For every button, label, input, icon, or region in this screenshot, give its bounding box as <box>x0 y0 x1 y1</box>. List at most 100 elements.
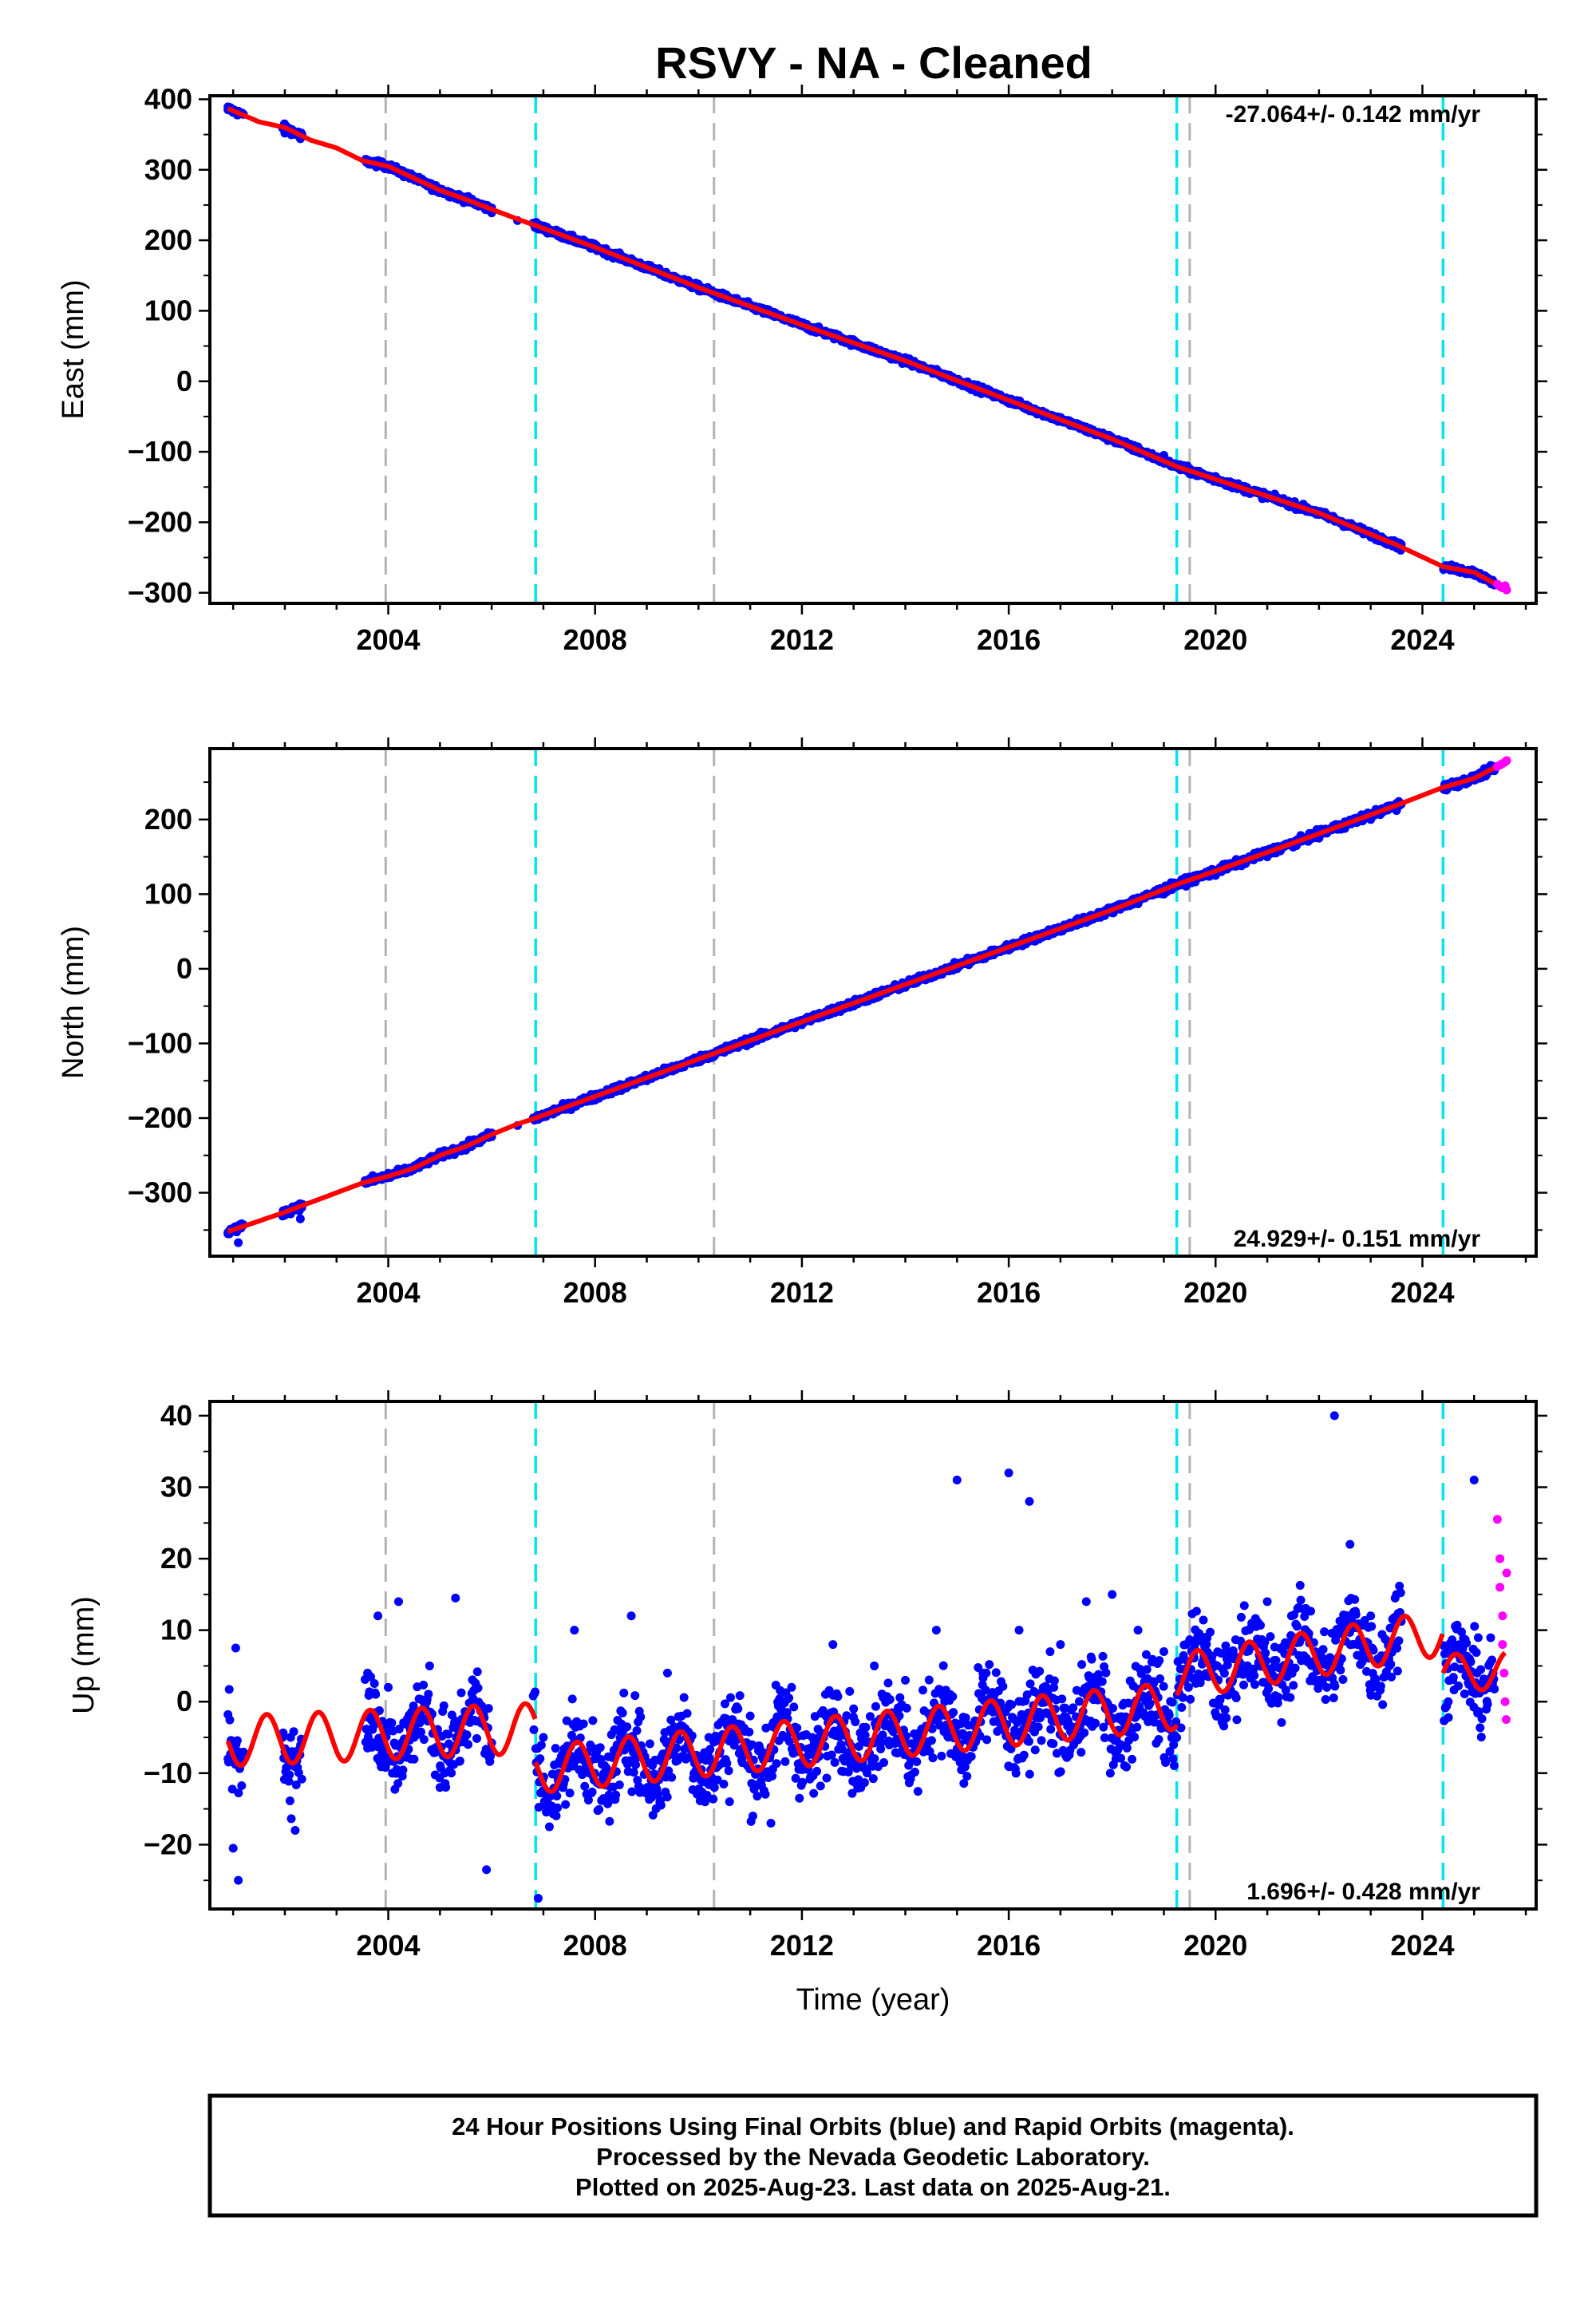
east-y-axis-label: East (mm) <box>57 279 90 419</box>
up-final-point <box>816 1781 825 1791</box>
up-final-point <box>760 1789 770 1799</box>
up-final-point <box>611 1790 621 1800</box>
up-final-point <box>789 1702 799 1712</box>
up-final-point <box>1030 1745 1040 1755</box>
up-final-point <box>232 1736 242 1745</box>
up-final-point <box>682 1709 692 1718</box>
up-final-point <box>234 1875 243 1885</box>
east-x-tick-label: 2008 <box>563 623 627 656</box>
north-final-point <box>234 1238 243 1247</box>
up-final-point <box>622 1722 632 1732</box>
east-rapid-point <box>1502 585 1511 595</box>
up-final-point <box>845 1686 855 1696</box>
up-final-point <box>1108 1590 1117 1599</box>
up-final-point <box>709 1794 718 1804</box>
up-final-point <box>464 1740 473 1749</box>
up-final-point <box>870 1661 879 1670</box>
up-final-point <box>371 1690 381 1699</box>
up-final-point <box>419 1680 429 1690</box>
up-final-point <box>1024 1737 1033 1746</box>
up-final-point <box>441 1783 451 1792</box>
up-final-point <box>753 1792 762 1801</box>
up-final-point <box>531 1687 540 1697</box>
east-x-tick-label: 2024 <box>1390 623 1454 656</box>
up-final-point <box>795 1793 804 1803</box>
up-final-point <box>745 1727 754 1737</box>
up-final-point <box>285 1770 294 1780</box>
up-final-point <box>784 1694 794 1703</box>
up-final-point <box>1033 1722 1043 1732</box>
up-final-point <box>1004 1468 1013 1478</box>
east-rate-label: -27.064+/- 0.142 mm/yr <box>1226 101 1481 128</box>
east-y-tick-label: −300 <box>128 576 192 609</box>
north-y-tick-label: 100 <box>144 877 192 910</box>
up-final-point <box>570 1626 579 1635</box>
up-final-point <box>1037 1736 1046 1745</box>
up-final-point <box>286 1814 296 1824</box>
up-final-point <box>384 1682 393 1692</box>
up-final-point <box>854 1741 863 1751</box>
up-final-point <box>587 1787 597 1796</box>
up-final-point <box>439 1701 448 1710</box>
up-final-point <box>419 1735 429 1745</box>
up-final-point <box>952 1476 962 1485</box>
up-final-point <box>879 1758 889 1768</box>
up-final-point <box>539 1733 548 1742</box>
up-final-point <box>290 1825 300 1835</box>
up-final-point <box>656 1800 666 1810</box>
north-final-point <box>295 1214 305 1223</box>
north-rate-label: 24.929+/- 0.151 mm/yr <box>1234 1226 1481 1252</box>
up-final-point <box>931 1626 941 1635</box>
up-final-point <box>455 1757 464 1766</box>
east-x-tick-label: 2020 <box>1183 623 1247 656</box>
up-final-point <box>982 1735 992 1745</box>
up-final-point <box>1159 1647 1168 1657</box>
up-final-point <box>937 1751 946 1761</box>
east-model-curve <box>227 106 1507 591</box>
up-final-point <box>614 1780 624 1790</box>
up-final-point <box>861 1722 871 1732</box>
east-y-tick-label: 400 <box>144 82 192 115</box>
up-final-point <box>998 1682 1008 1691</box>
east-y-tick-label: −100 <box>128 435 192 468</box>
up-panel: 2004 2008 2012 2016 2020 2024 −20−10010203040… <box>67 1390 1547 1962</box>
up-final-point <box>667 1773 677 1782</box>
up-final-point <box>913 1787 922 1796</box>
up-final-point <box>962 1772 972 1781</box>
east-x-tick-label: 2016 <box>977 623 1041 656</box>
east-plot-frame <box>208 94 1538 605</box>
up-final-point <box>851 1717 860 1726</box>
up-final-point <box>416 1727 425 1737</box>
north-y-axis-label: North (mm) <box>57 926 90 1079</box>
north-x-tick-label: 2004 <box>356 1276 420 1309</box>
up-final-point <box>918 1686 928 1695</box>
up-final-point <box>553 1803 563 1812</box>
up-final-point <box>924 1675 934 1685</box>
north-breaks <box>384 749 1445 1256</box>
up-final-point <box>588 1716 598 1725</box>
up-final-point <box>484 1704 493 1713</box>
up-final-points <box>223 1411 1499 1903</box>
up-final-point <box>619 1688 629 1697</box>
up-final-point <box>561 1800 571 1809</box>
east-x-tick-label: 2012 <box>770 623 834 656</box>
up-final-point <box>424 1690 433 1699</box>
up-final-point <box>748 1811 757 1820</box>
up-final-point <box>225 1715 235 1725</box>
up-final-point <box>1046 1725 1056 1734</box>
north-x-tick-label: 2008 <box>563 1276 627 1309</box>
up-final-point <box>472 1667 482 1677</box>
up-final-point <box>533 1894 543 1903</box>
up-final-point <box>860 1730 870 1740</box>
up-final-point <box>833 1692 843 1701</box>
east-y-tick-label: 100 <box>144 294 192 326</box>
up-final-point <box>544 1822 554 1832</box>
up-final-point <box>801 1730 811 1740</box>
east-rapid-points <box>1492 579 1511 595</box>
up-final-point <box>900 1675 910 1685</box>
north-y-tick-label: −200 <box>128 1101 192 1134</box>
up-final-point <box>830 1757 839 1767</box>
up-final-point <box>456 1688 466 1697</box>
up-final-point <box>580 1781 590 1791</box>
